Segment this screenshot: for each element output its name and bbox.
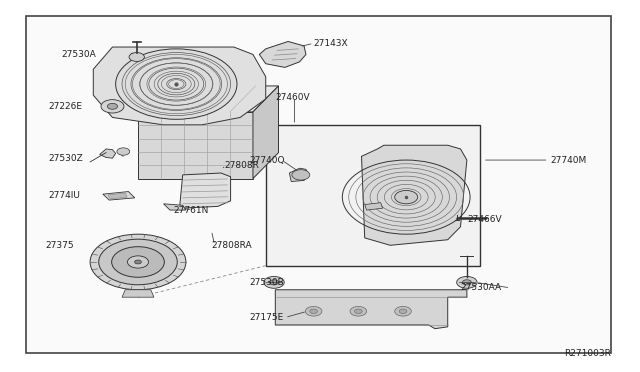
Polygon shape <box>164 204 186 210</box>
Circle shape <box>99 239 177 285</box>
Text: 27808RA: 27808RA <box>211 241 252 250</box>
Circle shape <box>134 260 141 264</box>
Polygon shape <box>100 149 116 158</box>
Circle shape <box>101 100 124 113</box>
Polygon shape <box>362 145 467 245</box>
Circle shape <box>129 52 145 61</box>
Polygon shape <box>259 41 306 67</box>
Polygon shape <box>103 192 135 200</box>
Circle shape <box>111 247 164 277</box>
Circle shape <box>310 309 317 314</box>
Text: 27466V: 27466V <box>467 215 502 224</box>
Circle shape <box>292 170 310 180</box>
Circle shape <box>463 280 471 285</box>
Text: 27460V: 27460V <box>275 93 310 102</box>
Polygon shape <box>289 168 308 182</box>
Polygon shape <box>138 86 278 112</box>
Text: 27143X: 27143X <box>314 39 348 48</box>
Circle shape <box>264 276 284 288</box>
Text: R271003R: R271003R <box>564 349 611 358</box>
Polygon shape <box>253 86 278 179</box>
Circle shape <box>350 307 367 316</box>
Text: 27530Z: 27530Z <box>49 154 83 163</box>
Text: 27175E: 27175E <box>250 313 284 322</box>
Circle shape <box>395 190 418 204</box>
Text: 27808R: 27808R <box>224 161 259 170</box>
Circle shape <box>355 309 362 314</box>
Circle shape <box>116 49 237 119</box>
Circle shape <box>90 234 186 290</box>
Circle shape <box>457 276 477 288</box>
Text: 27530AA: 27530AA <box>461 283 502 292</box>
Circle shape <box>117 148 130 155</box>
Text: 27530B: 27530B <box>250 278 285 287</box>
Polygon shape <box>122 290 154 297</box>
Circle shape <box>399 309 407 314</box>
Text: 27740M: 27740M <box>550 155 586 164</box>
Polygon shape <box>275 290 467 329</box>
Polygon shape <box>108 193 127 199</box>
Text: 27375: 27375 <box>45 241 74 250</box>
Polygon shape <box>179 173 230 208</box>
Circle shape <box>127 256 148 268</box>
Polygon shape <box>138 112 253 179</box>
Polygon shape <box>365 203 383 210</box>
Circle shape <box>395 307 412 316</box>
Circle shape <box>269 280 278 285</box>
Text: 27530A: 27530A <box>61 50 96 59</box>
Bar <box>266 125 479 266</box>
Text: 27740Q: 27740Q <box>250 155 285 164</box>
Circle shape <box>108 103 118 109</box>
Text: 2774IU: 2774IU <box>49 191 81 200</box>
Polygon shape <box>93 47 266 125</box>
Text: 27226E: 27226E <box>49 102 83 111</box>
Text: 27761N: 27761N <box>173 206 209 215</box>
Circle shape <box>305 307 322 316</box>
